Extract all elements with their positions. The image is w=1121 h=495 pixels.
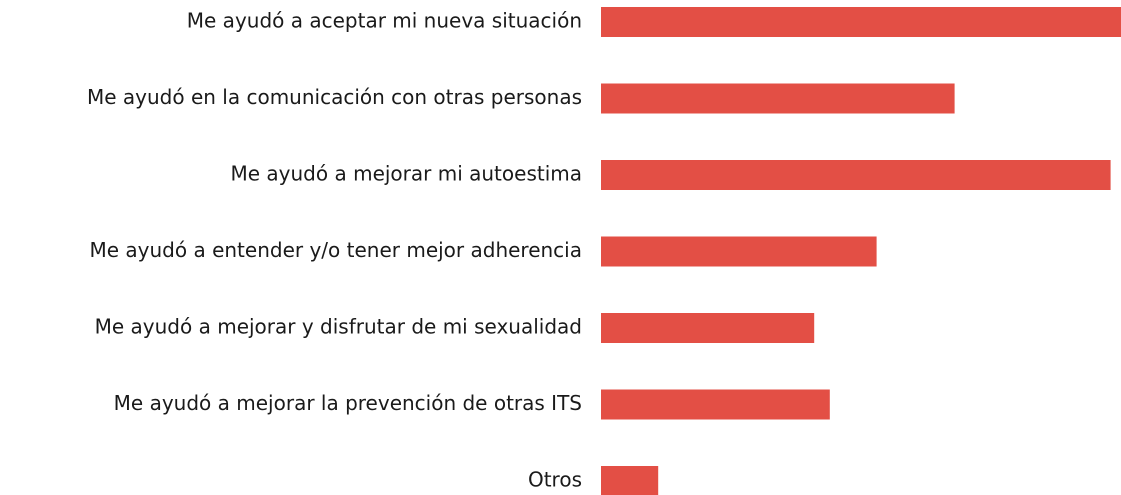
bar [601, 236, 877, 267]
category-label: Otros [528, 468, 582, 492]
bar [601, 7, 1121, 37]
bar [601, 83, 955, 114]
category-label: Me ayudó a mejorar mi autoestima [231, 162, 583, 186]
category-label: Me ayudó a aceptar mi nueva situación [187, 9, 582, 33]
bar [601, 160, 1111, 190]
category-label: Me ayudó en la comunicación con otras pe… [87, 85, 582, 109]
bar [601, 313, 815, 343]
category-label: Me ayudó a entender y/o tener mejor adhe… [89, 238, 582, 262]
bar [601, 466, 659, 495]
category-label: Me ayudó a mejorar y disfrutar de mi sex… [95, 315, 582, 339]
category-label: Me ayudó a mejorar la prevención de otra… [114, 391, 582, 415]
bar [601, 389, 830, 420]
